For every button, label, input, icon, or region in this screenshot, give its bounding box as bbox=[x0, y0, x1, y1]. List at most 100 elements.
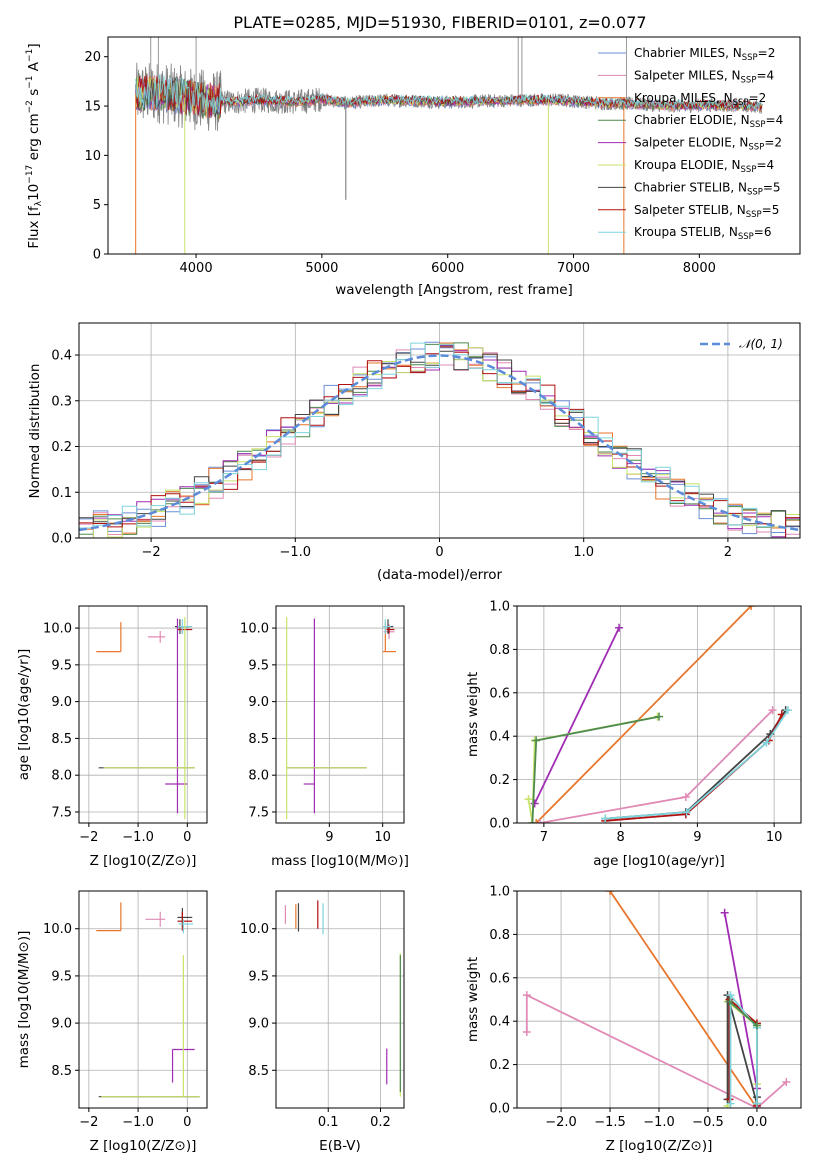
y-label-part: −1 bbox=[25, 75, 35, 88]
weight_vs_age-y-axis-label: mass weight bbox=[465, 672, 481, 757]
y-tick-label: 0.4 bbox=[489, 1015, 510, 1030]
weight-line-salpeter_elodie bbox=[723, 912, 758, 1089]
y-tick-label: 9.5 bbox=[248, 658, 269, 673]
axes-age_vs_Z: −2 −1.0 0 7.5 8.0 8.5 9.0 9.5 10.0 Z [log10(Z/Z⊙)… bbox=[16, 605, 208, 869]
x-tick-label: −2 bbox=[79, 1115, 98, 1130]
axes-frame bbox=[516, 890, 802, 1109]
weight-marker bbox=[655, 712, 663, 721]
x-tick-label: 0 bbox=[183, 830, 191, 845]
y-tick-label: 0.2 bbox=[51, 440, 72, 455]
x-tick-label: 2 bbox=[724, 545, 732, 560]
y-tick-label: 0.3 bbox=[51, 394, 72, 409]
plot-area-spectrum bbox=[135, 37, 763, 254]
weight-line-salpeter_miles bbox=[525, 993, 787, 1108]
histogram-kroupa_stelib bbox=[79, 342, 800, 538]
axes-frame bbox=[275, 890, 405, 1109]
weight-marker bbox=[536, 819, 545, 823]
legend-suffix: =5 bbox=[763, 180, 781, 194]
x-tick-label: 0.2 bbox=[370, 1115, 391, 1130]
y-tick-label: 0.2 bbox=[489, 1058, 510, 1073]
normal-distribution-curve bbox=[79, 354, 800, 532]
axes-frame bbox=[78, 605, 208, 824]
y-tick-label: 7.5 bbox=[248, 805, 269, 820]
y-tick-label: 1.0 bbox=[489, 600, 510, 615]
x-tick-label: 0 bbox=[435, 545, 443, 560]
y-tick-label: 15 bbox=[84, 100, 101, 115]
x-tick-label: −2.0 bbox=[545, 1115, 577, 1130]
axes-frame bbox=[516, 605, 802, 824]
weight-marker bbox=[747, 606, 756, 610]
axes-weight_vs_Z: −2.0 −1.5 −1.0 −0.5 0.0 0.0 0.2 0.4 0.6 0.8 1.0 Z [… bbox=[465, 885, 802, 1154]
y-tick-label: 8.5 bbox=[51, 1064, 72, 1079]
weight-marker bbox=[783, 706, 792, 715]
mass_vs_Z-y-axis-label: mass [log10(M/M⊙)] bbox=[16, 931, 32, 1069]
weight-marker bbox=[615, 623, 624, 632]
axes-frame bbox=[78, 322, 801, 539]
x-tick-label: 7 bbox=[540, 830, 548, 845]
weight_vs_Z-x-axis-label: Z [log10(Z/Z⊙)] bbox=[606, 1138, 713, 1154]
legend-label: Salpeter STELIB, N bbox=[634, 203, 746, 217]
y-tick-label: 7.5 bbox=[51, 805, 72, 820]
residuals-x-axis-label: (data-model)/error bbox=[377, 567, 503, 583]
weight-line-kroupa_stelib bbox=[605, 709, 789, 820]
x-tick-label: −1.0 bbox=[643, 1115, 675, 1130]
legend-sub: SSP bbox=[733, 98, 749, 108]
y-tick-label: 9.0 bbox=[51, 695, 72, 710]
axes-frame bbox=[107, 36, 801, 255]
axes-mass_vs_ebv: 0.1 0.2 8.5 9.0 9.5 10.0 E(B-V) bbox=[240, 890, 405, 1154]
legend-sub: SSP bbox=[746, 210, 762, 220]
legend-label: Kroupa MILES, N bbox=[634, 91, 733, 105]
x-tick-label: 0.0 bbox=[747, 1115, 768, 1130]
plot-area-age_vs_mass bbox=[286, 617, 396, 820]
legend-suffix: =6 bbox=[754, 225, 772, 239]
y-label-part: ] bbox=[26, 43, 42, 48]
legend-suffix: =4 bbox=[756, 68, 774, 82]
legend-sub: SSP bbox=[747, 187, 763, 197]
y-tick-label: 10.0 bbox=[240, 622, 269, 637]
legend-entry: Salpeter MILES, NSSP=4 bbox=[634, 68, 774, 85]
mass_vs_ebv-x-axis-label: E(B-V) bbox=[319, 1138, 361, 1154]
weight-marker bbox=[528, 819, 537, 823]
axes-spectrum: 4000 5000 6000 7000 8000 0 5 10 15 20 wavelength [… bbox=[25, 36, 801, 298]
x-tick-label: −0.5 bbox=[692, 1115, 724, 1130]
mass_vs_Z-x-axis-label: Z [log10(Z/Z⊙)] bbox=[90, 1138, 197, 1154]
weight-marker bbox=[530, 799, 539, 808]
legend-sub: SSP bbox=[738, 232, 754, 242]
weight-marker bbox=[522, 1028, 531, 1037]
weight-marker bbox=[726, 1099, 735, 1108]
y-tick-label: 5 bbox=[93, 198, 101, 213]
y-tick-label: 9.0 bbox=[51, 1017, 72, 1032]
legend-entry: Kroupa MILES, NSSP=2 bbox=[634, 91, 766, 108]
x-tick-label: −1.0 bbox=[122, 830, 154, 845]
weight-marker bbox=[726, 991, 735, 1000]
y-tick-label: 0.6 bbox=[489, 686, 510, 701]
spectrum-y-axis-label: Flux [fλ10−17 erg cm−2 s−1 A−1] bbox=[25, 43, 44, 248]
y-tick-label: 8.5 bbox=[51, 732, 72, 747]
spectrum-x-axis-label: wavelength [Angstrom, rest frame] bbox=[335, 282, 573, 298]
plot-area-weight_vs_Z bbox=[522, 891, 791, 1108]
y-tick-label: 10 bbox=[84, 149, 101, 164]
x-tick-label: −2 bbox=[79, 830, 98, 845]
x-tick-label: 4000 bbox=[180, 261, 213, 276]
weight-marker bbox=[762, 738, 771, 747]
weight-line-kroupa_stelib bbox=[729, 992, 758, 1104]
legend-sub: SSP bbox=[741, 75, 757, 85]
y-tick-label: 9.5 bbox=[51, 658, 72, 673]
plot-area-mass_vs_Z bbox=[96, 902, 200, 1098]
legend-suffix: =2 bbox=[758, 46, 776, 60]
weight-marker bbox=[601, 814, 610, 823]
weight-marker bbox=[606, 891, 615, 895]
plot-area-weight_vs_age bbox=[524, 606, 792, 823]
plot-area-age_vs_Z bbox=[96, 617, 195, 820]
y-label-part: A bbox=[26, 61, 42, 75]
legend-label: Kroupa STELIB, N bbox=[634, 225, 738, 239]
x-tick-label: −1.0 bbox=[122, 1115, 154, 1130]
legend-suffix: =4 bbox=[756, 158, 774, 172]
axes-residuals: −2 −1.0 0 1.0 2 0.0 0.1 0.2 0.3 0.4 (data-model)/e… bbox=[27, 322, 801, 583]
x-tick-label: −1.0 bbox=[280, 545, 312, 560]
legend-entry: Kroupa ELODIE, NSSP=4 bbox=[634, 158, 774, 175]
x-tick-label: 6000 bbox=[431, 261, 464, 276]
x-tick-label: 0.1 bbox=[318, 1115, 339, 1130]
residuals-y-axis-label: Normed distribution bbox=[27, 364, 43, 499]
weight-marker bbox=[720, 908, 729, 917]
